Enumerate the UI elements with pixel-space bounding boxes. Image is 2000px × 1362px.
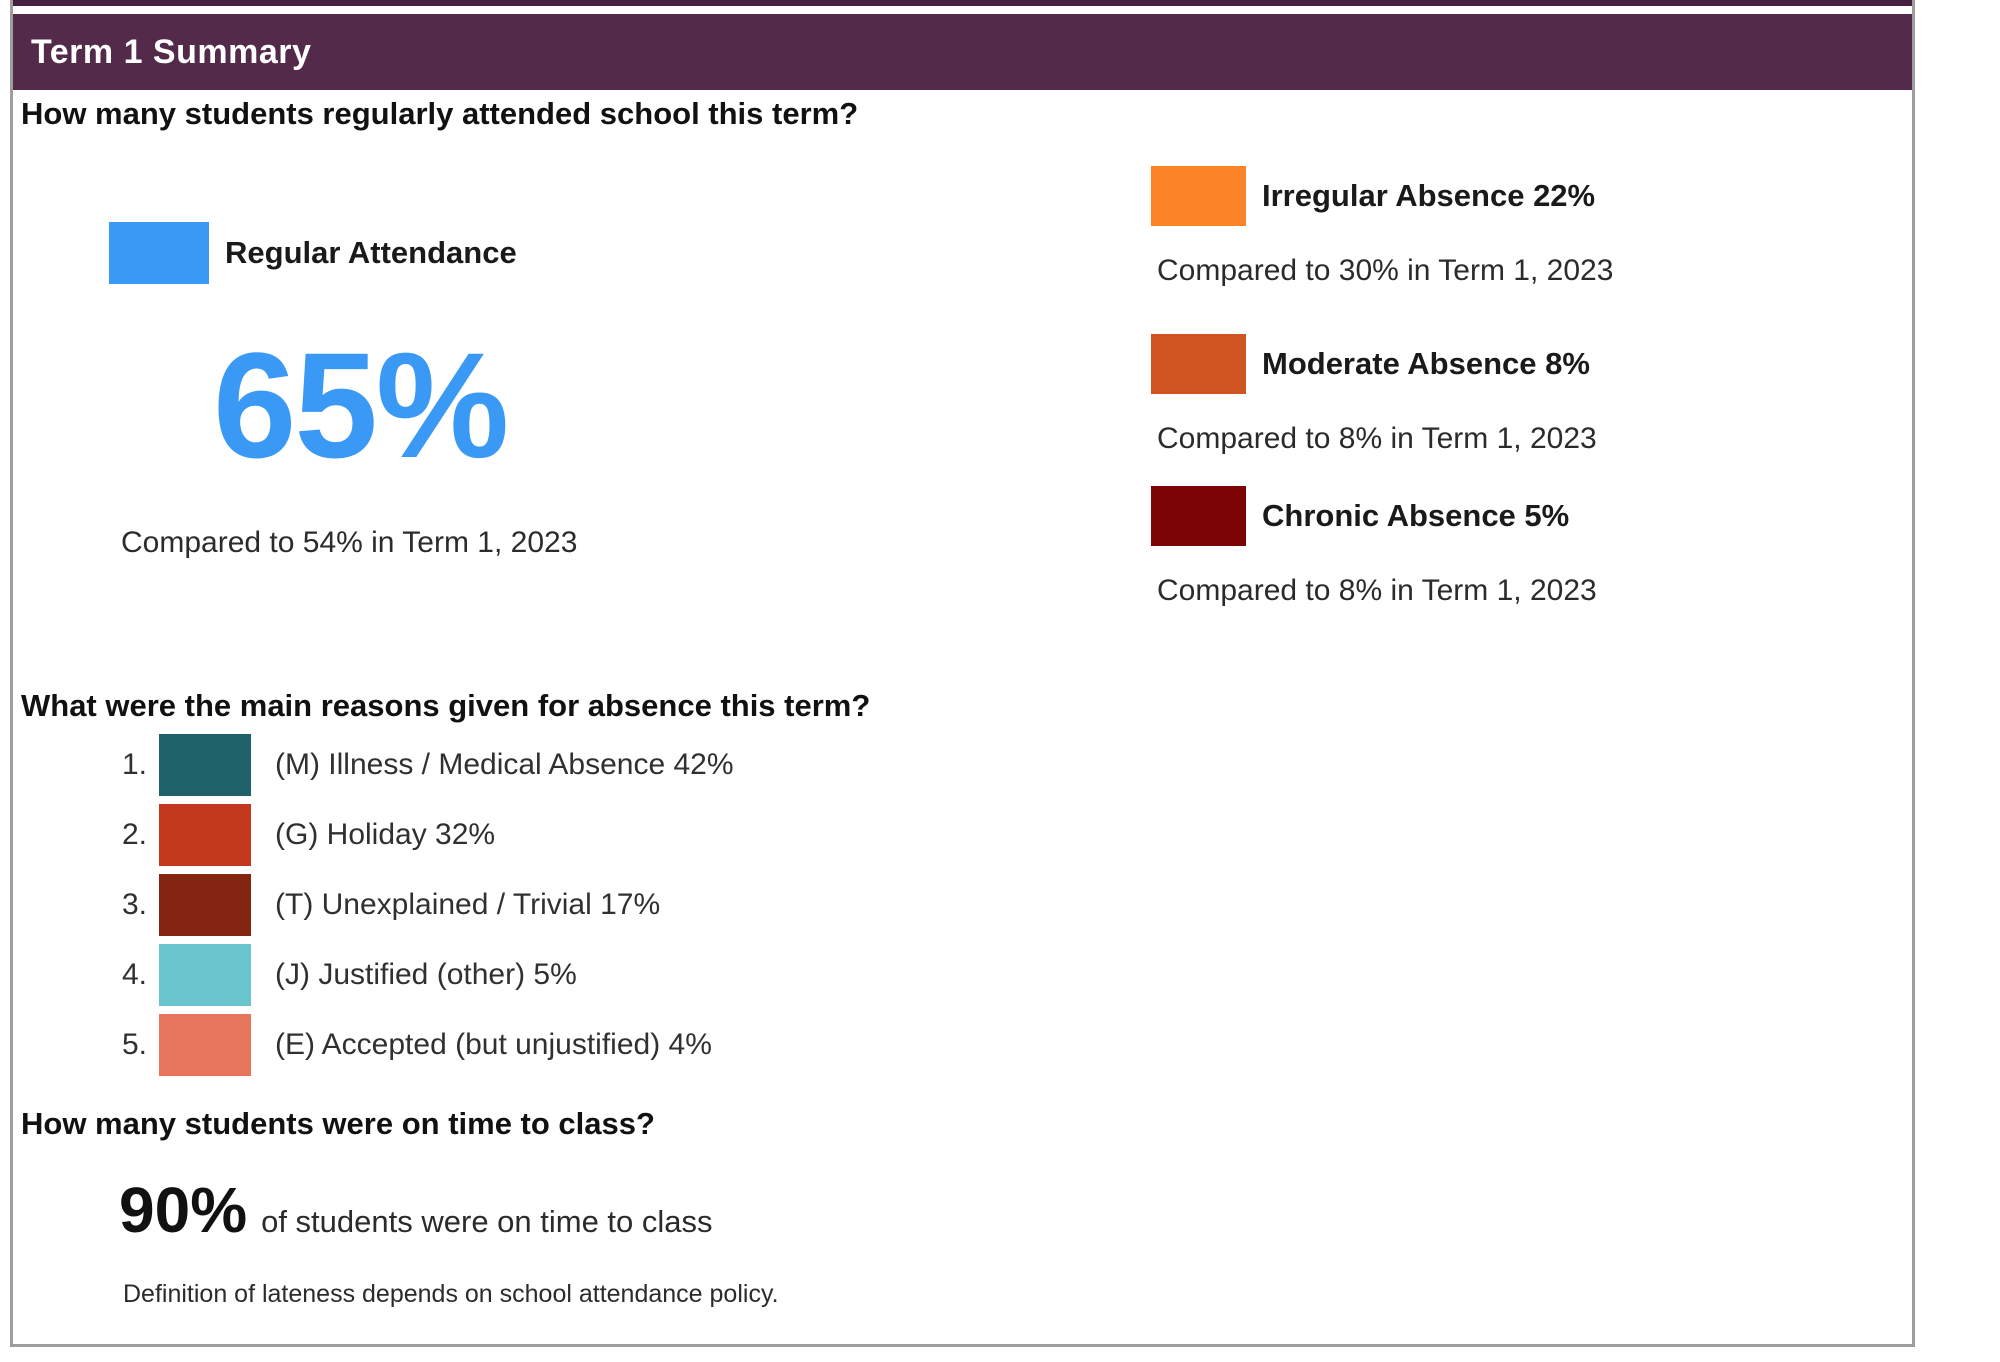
ontime-kpi: 90% of students were on time to class: [119, 1178, 713, 1242]
report-frame: Term 1 Summary How many students regular…: [10, 0, 1915, 1347]
irregular-absence-legend: Irregular Absence 22%: [1151, 166, 1613, 226]
irregular-absence-card: Irregular Absence 22% Compared to 30% in…: [1151, 166, 1613, 288]
attendance-question-heading: How many students regularly attended sch…: [21, 96, 859, 131]
moderate-absence-comparison: Compared to 8% in Term 1, 2023: [1157, 422, 1597, 455]
reason-rank: 2.: [121, 818, 147, 851]
section-header-bar: Term 1 Summary: [13, 14, 1912, 90]
reason-justified-swatch: [159, 944, 251, 1006]
reason-rank: 5.: [121, 1028, 147, 1061]
irregular-absence-label: Irregular Absence 22%: [1262, 178, 1596, 213]
reason-unexplained-label: (T) Unexplained / Trivial 17%: [275, 888, 661, 921]
chronic-absence-label: Chronic Absence 5%: [1262, 498, 1570, 533]
page-title: Term 1 Summary: [31, 32, 312, 71]
moderate-absence-legend: Moderate Absence 8%: [1151, 334, 1597, 394]
chronic-absence-swatch: [1151, 486, 1246, 546]
irregular-absence-comparison: Compared to 30% in Term 1, 2023: [1157, 254, 1614, 287]
reason-holiday-swatch: [159, 804, 251, 866]
absence-reasons-list: 1. (M) Illness / Medical Absence 42% 2. …: [101, 734, 734, 1084]
reason-justified-label: (J) Justified (other) 5%: [275, 958, 577, 991]
chronic-absence-comparison: Compared to 8% in Term 1, 2023: [1157, 574, 1597, 607]
regular-attendance-label: Regular Attendance: [225, 235, 517, 270]
reason-illness-label: (M) Illness / Medical Absence 42%: [275, 748, 734, 781]
reason-rank: 3.: [121, 888, 147, 921]
regular-attendance-comparison: Compared to 54% in Term 1, 2023: [121, 526, 578, 559]
reason-accepted-swatch: [159, 1014, 251, 1076]
ontime-value: 90%: [119, 1174, 248, 1246]
chronic-absence-card: Chronic Absence 5% Compared to 8% in Ter…: [1151, 486, 1597, 608]
reason-accepted-label: (E) Accepted (but unjustified) 4%: [275, 1028, 712, 1061]
top-border-strip: [13, 0, 1912, 6]
lateness-footnote: Definition of lateness depends on school…: [123, 1280, 779, 1308]
reason-illness-swatch: [159, 734, 251, 796]
list-item: 5. (E) Accepted (but unjustified) 4%: [101, 1014, 734, 1076]
reason-rank: 4.: [121, 958, 147, 991]
regular-attendance-legend: Regular Attendance: [109, 222, 517, 284]
moderate-absence-swatch: [1151, 334, 1246, 394]
list-item: 3. (T) Unexplained / Trivial 17%: [101, 874, 734, 936]
moderate-absence-label: Moderate Absence 8%: [1262, 346, 1590, 381]
regular-attendance-swatch: [109, 222, 209, 284]
chronic-absence-legend: Chronic Absence 5%: [1151, 486, 1597, 546]
list-item: 4. (J) Justified (other) 5%: [101, 944, 734, 1006]
ontime-statement: of students were on time to class: [261, 1204, 713, 1239]
reason-rank: 1.: [121, 748, 147, 781]
regular-attendance-value: 65%: [213, 321, 509, 489]
reason-holiday-label: (G) Holiday 32%: [275, 818, 496, 851]
list-item: 2. (G) Holiday 32%: [101, 804, 734, 866]
irregular-absence-swatch: [1151, 166, 1246, 226]
ontime-question-heading: How many students were on time to class?: [21, 1106, 655, 1141]
moderate-absence-card: Moderate Absence 8% Compared to 8% in Te…: [1151, 334, 1597, 456]
reason-unexplained-swatch: [159, 874, 251, 936]
list-item: 1. (M) Illness / Medical Absence 42%: [101, 734, 734, 796]
reasons-question-heading: What were the main reasons given for abs…: [21, 688, 871, 723]
